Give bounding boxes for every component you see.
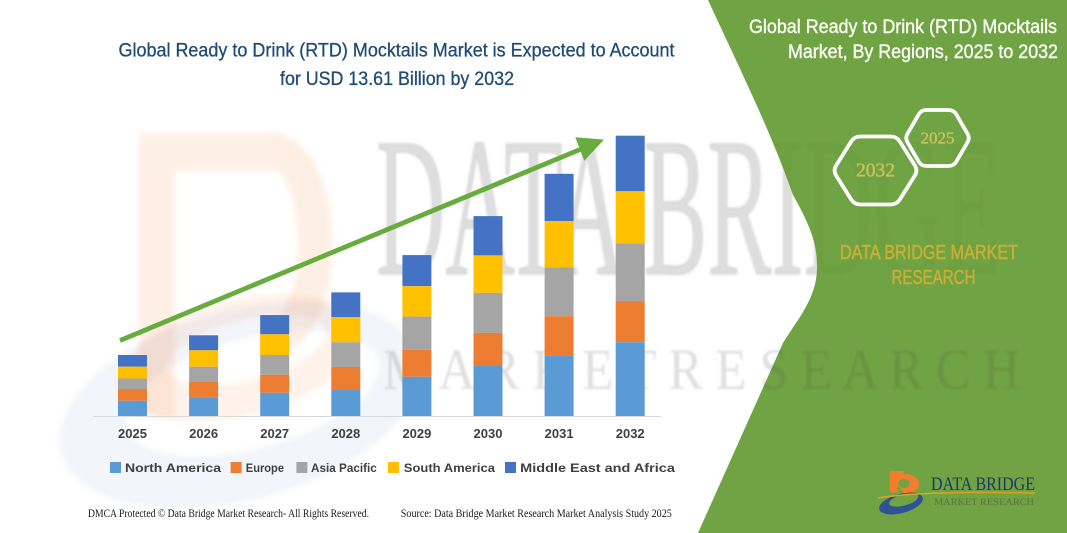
svg-text:2032: 2032: [616, 426, 645, 441]
svg-text:2028: 2028: [331, 426, 360, 441]
svg-text:DATA BRIDGE: DATA BRIDGE: [931, 474, 1035, 495]
svg-text:Europe: Europe: [246, 461, 284, 475]
svg-text:2027: 2027: [260, 426, 289, 441]
svg-text:2032: 2032: [856, 161, 895, 182]
svg-text:Global Ready to Drink (RTD) Mo: Global Ready to Drink (RTD) Mocktails Ma…: [119, 40, 676, 62]
svg-text:2025: 2025: [118, 426, 147, 441]
svg-text:2029: 2029: [402, 426, 431, 441]
svg-text:Global Ready to Drink (RTD) Mo: Global Ready to Drink (RTD) Mocktails: [749, 17, 1057, 38]
svg-text:North America: North America: [125, 461, 221, 475]
svg-text:2031: 2031: [545, 426, 574, 441]
svg-text:RESEARCH: RESEARCH: [892, 266, 976, 289]
svg-text:Market, By Regions, 2025 to 20: Market, By Regions, 2025 to 2032: [788, 42, 1058, 63]
svg-text:for USD 13.61 Billion by 2032: for USD 13.61 Billion by 2032: [280, 68, 514, 90]
svg-text:South America: South America: [404, 461, 495, 475]
svg-text:2026: 2026: [189, 426, 218, 441]
svg-text:2025: 2025: [921, 129, 955, 148]
svg-text:Source: Data Bridge Market Res: Source: Data Bridge Market Research Mark…: [401, 506, 672, 520]
svg-text:DATA BRIDGE MARKET: DATA BRIDGE MARKET: [840, 241, 1018, 264]
svg-text:2030: 2030: [474, 426, 503, 441]
svg-text:MARKET RESEARCH: MARKET RESEARCH: [934, 497, 1035, 507]
svg-text:DMCA Protected © Data Bridge M: DMCA Protected © Data Bridge Market Rese…: [88, 506, 369, 520]
svg-text:Middle East and Africa: Middle East and Africa: [520, 461, 675, 475]
svg-text:Asia Pacific: Asia Pacific: [311, 461, 377, 475]
